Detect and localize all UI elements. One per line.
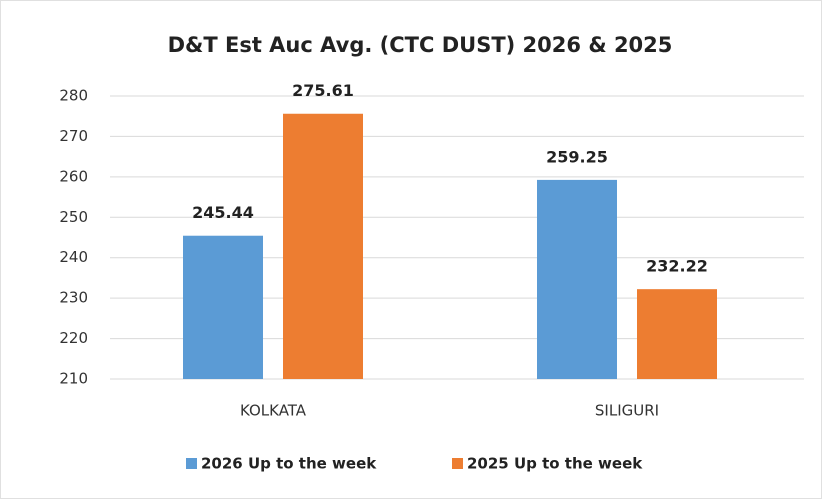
legend-swatch bbox=[186, 458, 197, 469]
bar bbox=[537, 179, 617, 379]
value-label: 259.25 bbox=[546, 147, 608, 166]
x-tick-label: KOLKATA bbox=[240, 402, 307, 420]
y-tick-label: 220 bbox=[59, 329, 88, 347]
bar bbox=[283, 113, 363, 380]
y-tick-label: 210 bbox=[59, 370, 88, 388]
y-tick-label: 280 bbox=[59, 87, 88, 105]
value-label: 275.61 bbox=[292, 81, 354, 100]
x-tick-label: SILIGURI bbox=[595, 402, 659, 420]
y-tick-label: 260 bbox=[59, 167, 88, 185]
value-label: 245.44 bbox=[192, 203, 254, 222]
legend-swatch bbox=[452, 458, 463, 469]
y-tick-label: 230 bbox=[59, 289, 88, 307]
legend-label: 2025 Up to the week bbox=[467, 455, 643, 473]
y-tick-label: 250 bbox=[59, 208, 88, 226]
bar bbox=[637, 289, 717, 379]
y-tick-label: 270 bbox=[59, 127, 88, 145]
bar bbox=[183, 235, 263, 379]
legend-label: 2026 Up to the week bbox=[201, 455, 377, 473]
y-tick-label: 240 bbox=[59, 248, 88, 266]
chart-title: D&T Est Auc Avg. (CTC DUST) 2026 & 2025 bbox=[168, 33, 673, 57]
value-label: 232.22 bbox=[646, 257, 708, 276]
